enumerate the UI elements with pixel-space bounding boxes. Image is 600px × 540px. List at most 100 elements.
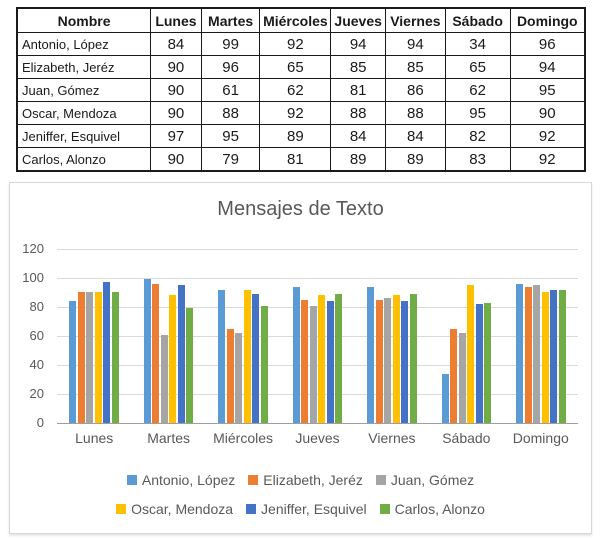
legend-row: Oscar, Mendoza Jeniffer, Esquivel Carlos, … [116,501,485,517]
bar-group [280,249,354,423]
bar [335,294,343,423]
bar [243,290,251,423]
score-cell: 92 [509,147,586,172]
table-row: Elizabeth, Jeréz 90 96 65 85 85 65 94 [16,55,586,79]
bar [484,303,492,423]
bar [309,306,317,423]
y-axis-label: 20 [29,386,44,401]
score-cell: 88 [330,101,386,125]
x-axis-line [57,422,578,424]
legend-item: Oscar, Mendoza [116,501,233,517]
score-cell: 89 [259,124,332,148]
y-axis-label: 60 [29,328,44,343]
bar [186,308,194,423]
score-cell: 61 [200,78,261,102]
bar [467,285,475,423]
score-cell: 92 [259,32,332,56]
table-row: Antonio, López 84 99 92 94 94 34 96 [16,32,586,56]
bar [441,374,449,423]
bar [77,292,85,423]
gridline [57,393,578,395]
bar [401,301,409,423]
bar-group [504,249,578,423]
x-axis-label: Jueves [295,430,340,446]
table-header-cell: Jueves [330,7,386,33]
student-name-cell: Oscar, Mendoza [16,101,152,125]
y-axis-label: 100 [22,270,44,285]
bar [392,295,400,423]
score-cell: 90 [150,55,202,79]
gridline [57,306,578,308]
legend-label: Jeniffer, Esquivel [261,501,367,517]
score-cell: 90 [509,101,586,125]
x-axis-label: Viernes [368,430,416,446]
bar [260,306,268,423]
score-cell: 94 [330,32,386,56]
score-cell: 90 [150,147,202,172]
legend-row: Antonio, López Elizabeth, Jeréz Juan, Góme… [126,472,475,488]
score-cell: 96 [200,55,261,79]
student-name-cell: Antonio, López [16,32,152,56]
legend-swatch-icon [116,504,127,514]
score-cell: 94 [509,55,586,79]
x-axis-label: Miércoles [213,430,273,446]
student-name-cell: Jeniffer, Esquivel [16,124,152,148]
score-cell: 85 [330,55,386,79]
gridline [57,364,578,366]
score-cell: 34 [444,32,511,56]
score-cell: 92 [509,124,586,148]
table-row: Jeniffer, Esquivel 97 95 89 84 84 82 92 [16,124,586,148]
bar-group [57,249,131,423]
bar [458,333,466,423]
score-cell: 84 [150,32,202,56]
bar [152,284,160,423]
bar [94,292,102,423]
score-cell: 65 [444,55,511,79]
bar-group [355,249,429,423]
score-cell: 84 [385,124,446,148]
bar [143,279,151,423]
table-head: Nombre Lunes Martes Miércoles Jueves Viernes S… [16,7,586,33]
bar [558,290,566,423]
score-cell: 89 [385,147,446,172]
table-header-cell: Martes [200,7,261,33]
score-cell: 84 [330,124,386,148]
score-cell: 95 [200,124,261,148]
table-header-cell: Sábado [444,7,511,33]
score-cell: 96 [509,32,586,56]
bar [160,335,168,423]
bar [367,287,375,423]
score-cell: 99 [200,32,261,56]
x-axis-label: Sábado [442,430,491,446]
bar [533,285,541,423]
scores-table: Nombre Lunes Martes Miércoles Jueves Viernes S… [16,7,586,172]
legend-item: Jeniffer, Esquivel [246,501,367,517]
score-cell: 62 [259,78,332,102]
score-cell: 88 [385,101,446,125]
table-row: Carlos, Alonzo 90 79 81 89 89 83 92 [16,147,586,172]
legend-item: Carlos, Alonzo [379,501,485,517]
bar [375,300,383,423]
y-axis-label: 0 [36,415,44,430]
bar [409,294,417,423]
bar [524,287,532,423]
bar [550,290,558,423]
bar [541,292,549,423]
bar [69,301,77,423]
legend-item: Juan, Gómez [375,472,475,488]
gridline [57,277,578,279]
table-row: Oscar, Mendoza 90 88 92 88 88 95 90 [16,101,586,125]
plot-area: 0 20 40 60 80 100 120 Lunes Martes Miércoles Jueve… [10,183,591,533]
legend-swatch-icon [126,475,137,485]
score-cell: 95 [444,101,511,125]
table-body: Antonio, López 84 99 92 94 94 34 96 Elizabeth, J… [16,32,586,172]
score-cell: 86 [385,78,446,102]
table-header-cell: Lunes [150,7,202,33]
legend-swatch-icon [379,504,390,514]
bar [318,295,326,423]
y-axis-label: 80 [29,299,44,314]
legend-label: Juan, Gómez [390,472,475,488]
bar [86,292,94,423]
bar [103,282,111,423]
